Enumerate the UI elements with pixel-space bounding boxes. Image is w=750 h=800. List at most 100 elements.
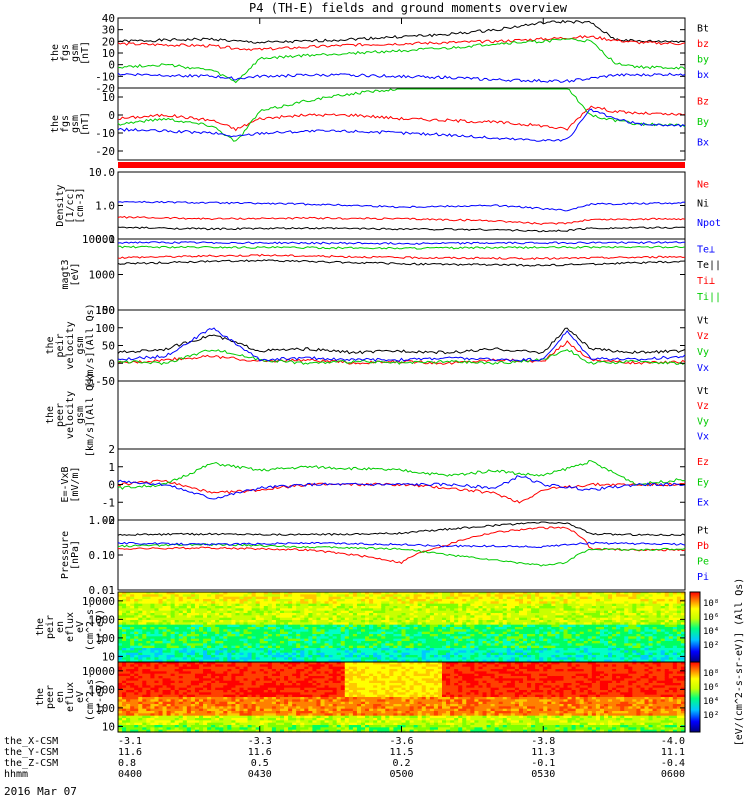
heatmap-cell bbox=[591, 652, 597, 656]
heatmap-cell bbox=[134, 722, 139, 726]
heatmap-cell bbox=[158, 648, 164, 651]
heatmap-cell bbox=[482, 601, 488, 605]
heatmap-cell bbox=[587, 599, 593, 602]
heatmap-cell bbox=[446, 615, 451, 619]
heatmap-cell bbox=[207, 613, 212, 616]
heatmap-cell bbox=[583, 608, 589, 612]
heatmap-cell bbox=[571, 606, 577, 609]
heatmap-cell bbox=[344, 615, 350, 619]
heatmap-cell bbox=[227, 648, 232, 651]
heatmap-cell bbox=[312, 648, 318, 651]
heatmap-cell bbox=[150, 606, 156, 609]
heatmap-cell bbox=[328, 606, 334, 609]
heatmap-cell bbox=[442, 645, 447, 649]
heatmap-cell bbox=[604, 627, 609, 630]
heatmap-cell bbox=[267, 603, 273, 607]
legend-label: by bbox=[697, 54, 709, 65]
heatmap-cell bbox=[300, 601, 305, 605]
heatmap-cell bbox=[502, 599, 508, 602]
heatmap-cell bbox=[340, 652, 346, 656]
heatmap-cell bbox=[437, 627, 443, 630]
heatmap-cell bbox=[567, 645, 573, 649]
heatmap-cell bbox=[680, 594, 686, 598]
heatmap-cell bbox=[178, 655, 184, 658]
heatmap-cell bbox=[361, 622, 366, 626]
heatmap-cell bbox=[454, 634, 459, 637]
heatmap-cell bbox=[437, 624, 443, 628]
heatmap-cell bbox=[462, 624, 467, 628]
heatmap-cell bbox=[482, 620, 488, 623]
heatmap-cell bbox=[142, 613, 147, 616]
heatmap-cell bbox=[134, 729, 139, 733]
heatmap-cell bbox=[122, 699, 127, 703]
heatmap-cell bbox=[324, 636, 330, 640]
heatmap-cell bbox=[450, 638, 455, 642]
heatmap-cell bbox=[377, 631, 382, 635]
heatmap-cell bbox=[474, 636, 480, 640]
heatmap-cell bbox=[535, 613, 540, 616]
heatmap-cell bbox=[158, 683, 164, 686]
heatmap-cell bbox=[660, 594, 666, 598]
heatmap-cell bbox=[142, 603, 147, 607]
heatmap-cell bbox=[344, 648, 350, 651]
heatmap-cell bbox=[352, 648, 358, 651]
heatmap-cell bbox=[668, 608, 674, 612]
heatmap-cell bbox=[142, 657, 147, 661]
heatmap-cell bbox=[284, 652, 289, 656]
heatmap-cell bbox=[680, 615, 686, 619]
heatmap-cell bbox=[280, 648, 285, 651]
heatmap-cell bbox=[263, 638, 269, 642]
heatmap-cell bbox=[150, 655, 156, 658]
heatmap-cell bbox=[470, 620, 475, 623]
heatmap-cell bbox=[624, 634, 629, 637]
heatmap-cell bbox=[640, 636, 646, 640]
heatmap-cell bbox=[401, 592, 407, 595]
heatmap-cell bbox=[211, 648, 216, 651]
heatmap-cell bbox=[672, 648, 678, 651]
heatmap-cell bbox=[263, 659, 269, 663]
heatmap-cell bbox=[320, 643, 326, 647]
heatmap-cell bbox=[304, 636, 309, 640]
heatmap-cell bbox=[446, 599, 451, 602]
heatmap-cell bbox=[154, 652, 160, 656]
heatmap-cell bbox=[126, 704, 131, 707]
heatmap-cell bbox=[215, 641, 220, 644]
heatmap-cell bbox=[227, 603, 232, 607]
heatmap-cell bbox=[207, 659, 212, 663]
heatmap-cell bbox=[284, 622, 289, 626]
heatmap-cell bbox=[259, 652, 265, 656]
heatmap-cell bbox=[126, 636, 131, 640]
heatmap-cell bbox=[170, 634, 176, 637]
heatmap-cell bbox=[506, 641, 512, 644]
heatmap-cell bbox=[126, 596, 131, 600]
heatmap-cell bbox=[595, 620, 601, 623]
heatmap-cell bbox=[502, 622, 508, 626]
heatmap-cell bbox=[523, 659, 528, 663]
heatmap-cell bbox=[348, 613, 354, 616]
heatmap-cell bbox=[271, 624, 277, 628]
heatmap-cell bbox=[547, 631, 552, 635]
heatmap-cell bbox=[166, 657, 172, 661]
heatmap-cell bbox=[369, 655, 374, 658]
heatmap-cell bbox=[490, 648, 496, 651]
heatmap-cell bbox=[211, 596, 216, 600]
heatmap-cell bbox=[409, 657, 415, 661]
heatmap-cell bbox=[275, 601, 281, 605]
heatmap-cell bbox=[535, 643, 540, 647]
heatmap-cell bbox=[373, 659, 378, 663]
heatmap-cell bbox=[567, 650, 573, 654]
heatmap-cell bbox=[405, 643, 411, 647]
heatmap-cell bbox=[178, 662, 184, 665]
heatmap-cell bbox=[130, 592, 135, 595]
heatmap-cell bbox=[397, 636, 403, 640]
heatmap-cell bbox=[373, 624, 378, 628]
heatmap-cell bbox=[559, 610, 565, 614]
heatmap-cell bbox=[462, 617, 467, 621]
heatmap-cell bbox=[162, 606, 168, 609]
heatmap-cell bbox=[316, 631, 322, 635]
heatmap-cell bbox=[494, 592, 500, 595]
heatmap-cell bbox=[296, 659, 301, 663]
heatmap-cell bbox=[174, 608, 180, 612]
heatmap-cell bbox=[207, 606, 212, 609]
